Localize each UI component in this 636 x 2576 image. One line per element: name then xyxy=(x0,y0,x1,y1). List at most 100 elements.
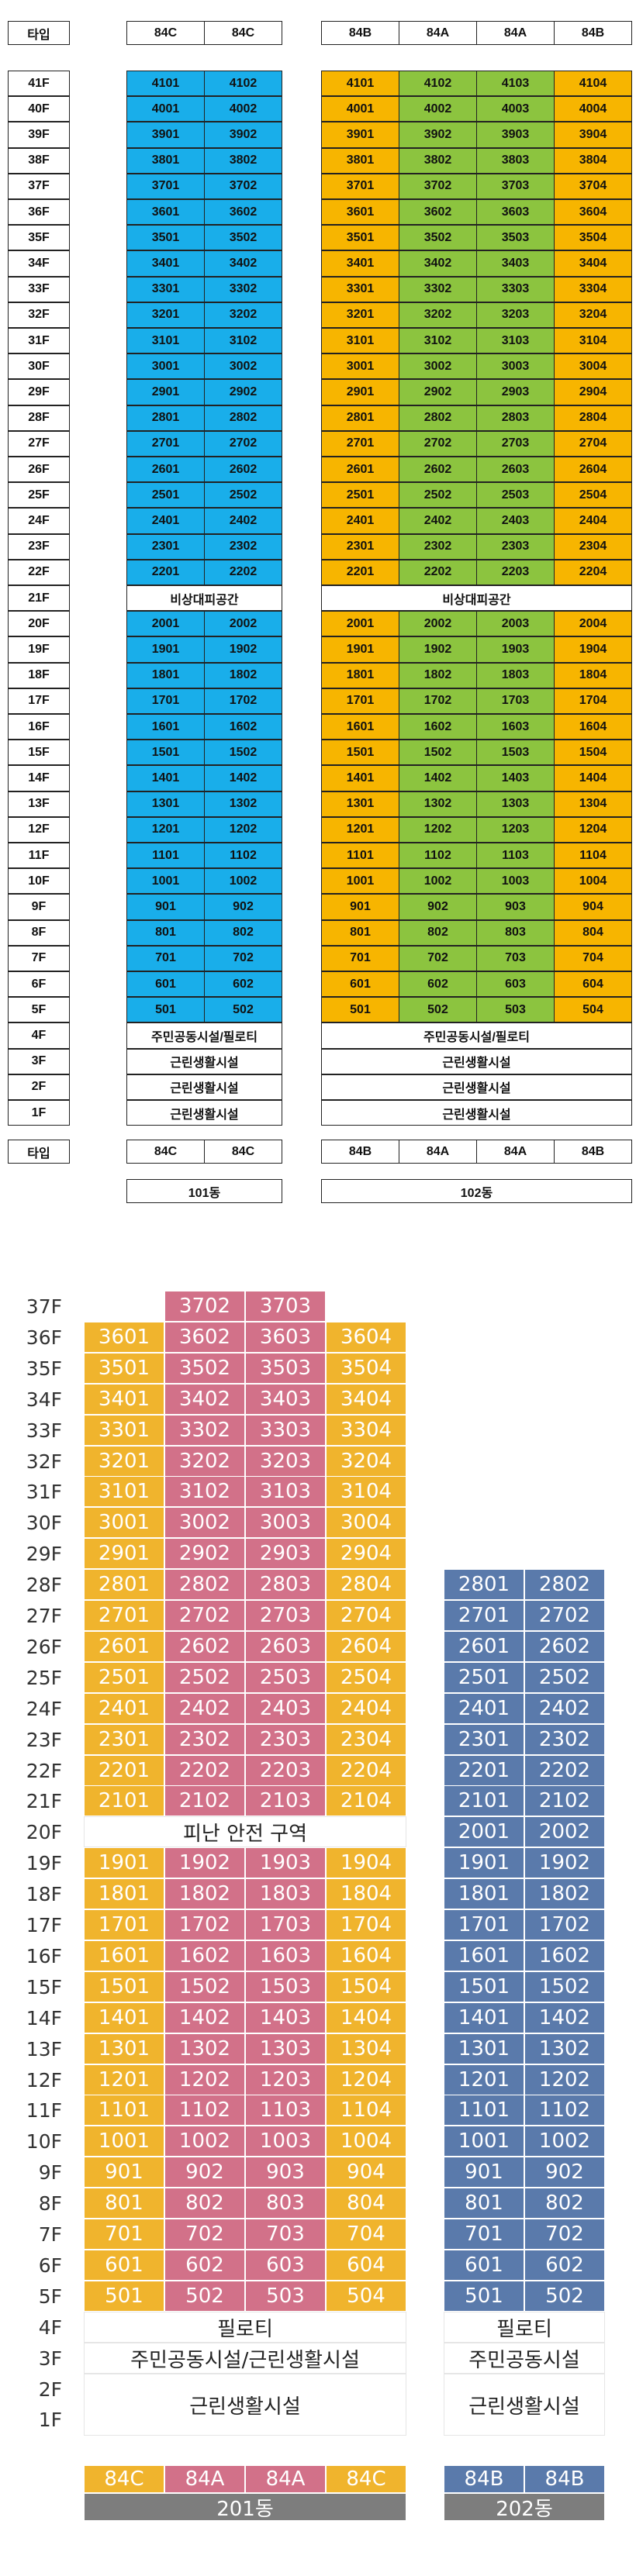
unit-101: 4101 xyxy=(126,71,205,97)
building-102-label: 102동 xyxy=(321,1179,632,1203)
unit-101: 1001 xyxy=(126,868,205,895)
unit-type-102-footer: 84B xyxy=(554,1140,632,1164)
unit-202: 2101 xyxy=(444,1785,524,1816)
unit-101: 1701 xyxy=(126,688,205,714)
floor-label-t2: 3F xyxy=(38,2347,62,2370)
unit-201: 3403 xyxy=(245,1384,326,1415)
unit-101: 2201 xyxy=(126,559,205,585)
building-202-label: 202동 xyxy=(444,2493,605,2521)
unit-101: 2501 xyxy=(126,482,205,509)
unit-201: 2803 xyxy=(245,1569,326,1600)
unit-201: 3104 xyxy=(326,1476,406,1507)
unit-101: 3502 xyxy=(204,225,282,251)
unit-102: 3704 xyxy=(554,173,632,199)
floor-label-t2: 21F xyxy=(26,1789,62,1812)
unit-201: 3702 xyxy=(164,1291,245,1322)
unit-201: 1104 xyxy=(326,2095,406,2126)
unit-201: 804 xyxy=(326,2188,406,2219)
unit-201: 3203 xyxy=(245,1446,326,1477)
unit-102: 3302 xyxy=(399,276,477,302)
unit-102: 2404 xyxy=(554,508,632,534)
unit-102: 3403 xyxy=(476,250,555,277)
unit-101: 1201 xyxy=(126,816,205,843)
unit-102: 2504 xyxy=(554,482,632,509)
unit-101: 1102 xyxy=(204,843,282,869)
unit-type-201: 84A xyxy=(245,2465,326,2493)
unit-101: 701 xyxy=(126,945,205,971)
unit-101: 601 xyxy=(126,971,205,998)
unit-102: 1701 xyxy=(321,688,399,714)
unit-102: 1203 xyxy=(476,816,555,843)
floor-label: 11F xyxy=(8,843,70,869)
unit-102: 2001 xyxy=(321,611,399,637)
unit-201: 2804 xyxy=(326,1569,406,1600)
retail-101: 근린생활시설 xyxy=(126,1074,282,1100)
unit-101: 802 xyxy=(204,919,282,946)
unit-201: 1504 xyxy=(326,1971,406,2002)
unit-102: 3201 xyxy=(321,302,399,328)
unit-101: 2202 xyxy=(204,559,282,585)
unit-201: 503 xyxy=(245,2281,326,2312)
floor-label-t2: 1F xyxy=(38,2408,62,2431)
unit-101: 3202 xyxy=(204,302,282,328)
unit-101: 1302 xyxy=(204,791,282,817)
unit-201: 1601 xyxy=(84,1940,164,1971)
unit-102: 2703 xyxy=(476,430,555,457)
floor-label: 1F xyxy=(8,1100,70,1126)
floor-label-t2: 31F xyxy=(26,1480,62,1503)
unit-102: 2402 xyxy=(399,508,477,534)
unit-201: 2603 xyxy=(245,1631,326,1662)
floor-label: 21F xyxy=(8,585,70,612)
unit-101: 2601 xyxy=(126,457,205,483)
unit-102: 3603 xyxy=(476,199,555,226)
floor-label-t2: 11F xyxy=(26,2098,62,2122)
unit-102: 2601 xyxy=(321,457,399,483)
unit-101: 1501 xyxy=(126,740,205,766)
unit-102: 3804 xyxy=(554,147,632,174)
unit-102: 1403 xyxy=(476,765,555,791)
unit-202: 2701 xyxy=(444,1600,524,1631)
unit-201: 2601 xyxy=(84,1631,164,1662)
unit-101: 902 xyxy=(204,894,282,920)
floor-label-t2: 19F xyxy=(26,1851,62,1874)
unit-102: 4104 xyxy=(554,71,632,97)
unit-102: 2303 xyxy=(476,533,555,560)
floor-label: 3F xyxy=(8,1048,70,1074)
unit-102: 4102 xyxy=(399,71,477,97)
retail-102: 근린생활시설 xyxy=(321,1074,632,1100)
unit-202: 502 xyxy=(524,2281,605,2312)
unit-201: 601 xyxy=(84,2250,164,2281)
unit-102: 3904 xyxy=(554,122,632,148)
unit-102: 3303 xyxy=(476,276,555,302)
unit-202: 2301 xyxy=(444,1724,524,1755)
unit-202: 1101 xyxy=(444,2095,524,2126)
unit-102: 1204 xyxy=(554,816,632,843)
unit-102: 3501 xyxy=(321,225,399,251)
floor-label-t2: 8F xyxy=(38,2191,62,2215)
unit-102: 3204 xyxy=(554,302,632,328)
unit-102: 701 xyxy=(321,945,399,971)
floor-label-t2: 34F xyxy=(26,1388,62,1411)
floor-label-t2: 13F xyxy=(26,2037,62,2060)
unit-102: 702 xyxy=(399,945,477,971)
unit-202: 602 xyxy=(524,2250,605,2281)
unit-102: 3703 xyxy=(476,173,555,199)
unit-102: 1401 xyxy=(321,765,399,791)
unit-102: 4004 xyxy=(554,96,632,122)
unit-type-102: 84A xyxy=(476,21,555,45)
unit-102: 3203 xyxy=(476,302,555,328)
unit-201: 1002 xyxy=(164,2126,245,2157)
unit-102: 901 xyxy=(321,894,399,920)
floor-label-t2: 26F xyxy=(26,1635,62,1658)
unit-101: 1202 xyxy=(204,816,282,843)
floor-label-t2: 20F xyxy=(26,1820,62,1843)
unit-102: 2301 xyxy=(321,533,399,560)
unit-201: 903 xyxy=(245,2157,326,2188)
unit-102: 3301 xyxy=(321,276,399,302)
unit-202: 1001 xyxy=(444,2126,524,2157)
unit-201: 1401 xyxy=(84,2002,164,2033)
unit-type-201: 84C xyxy=(326,2465,406,2493)
unit-102: 1103 xyxy=(476,843,555,869)
floor-label-t2: 14F xyxy=(26,2006,62,2029)
